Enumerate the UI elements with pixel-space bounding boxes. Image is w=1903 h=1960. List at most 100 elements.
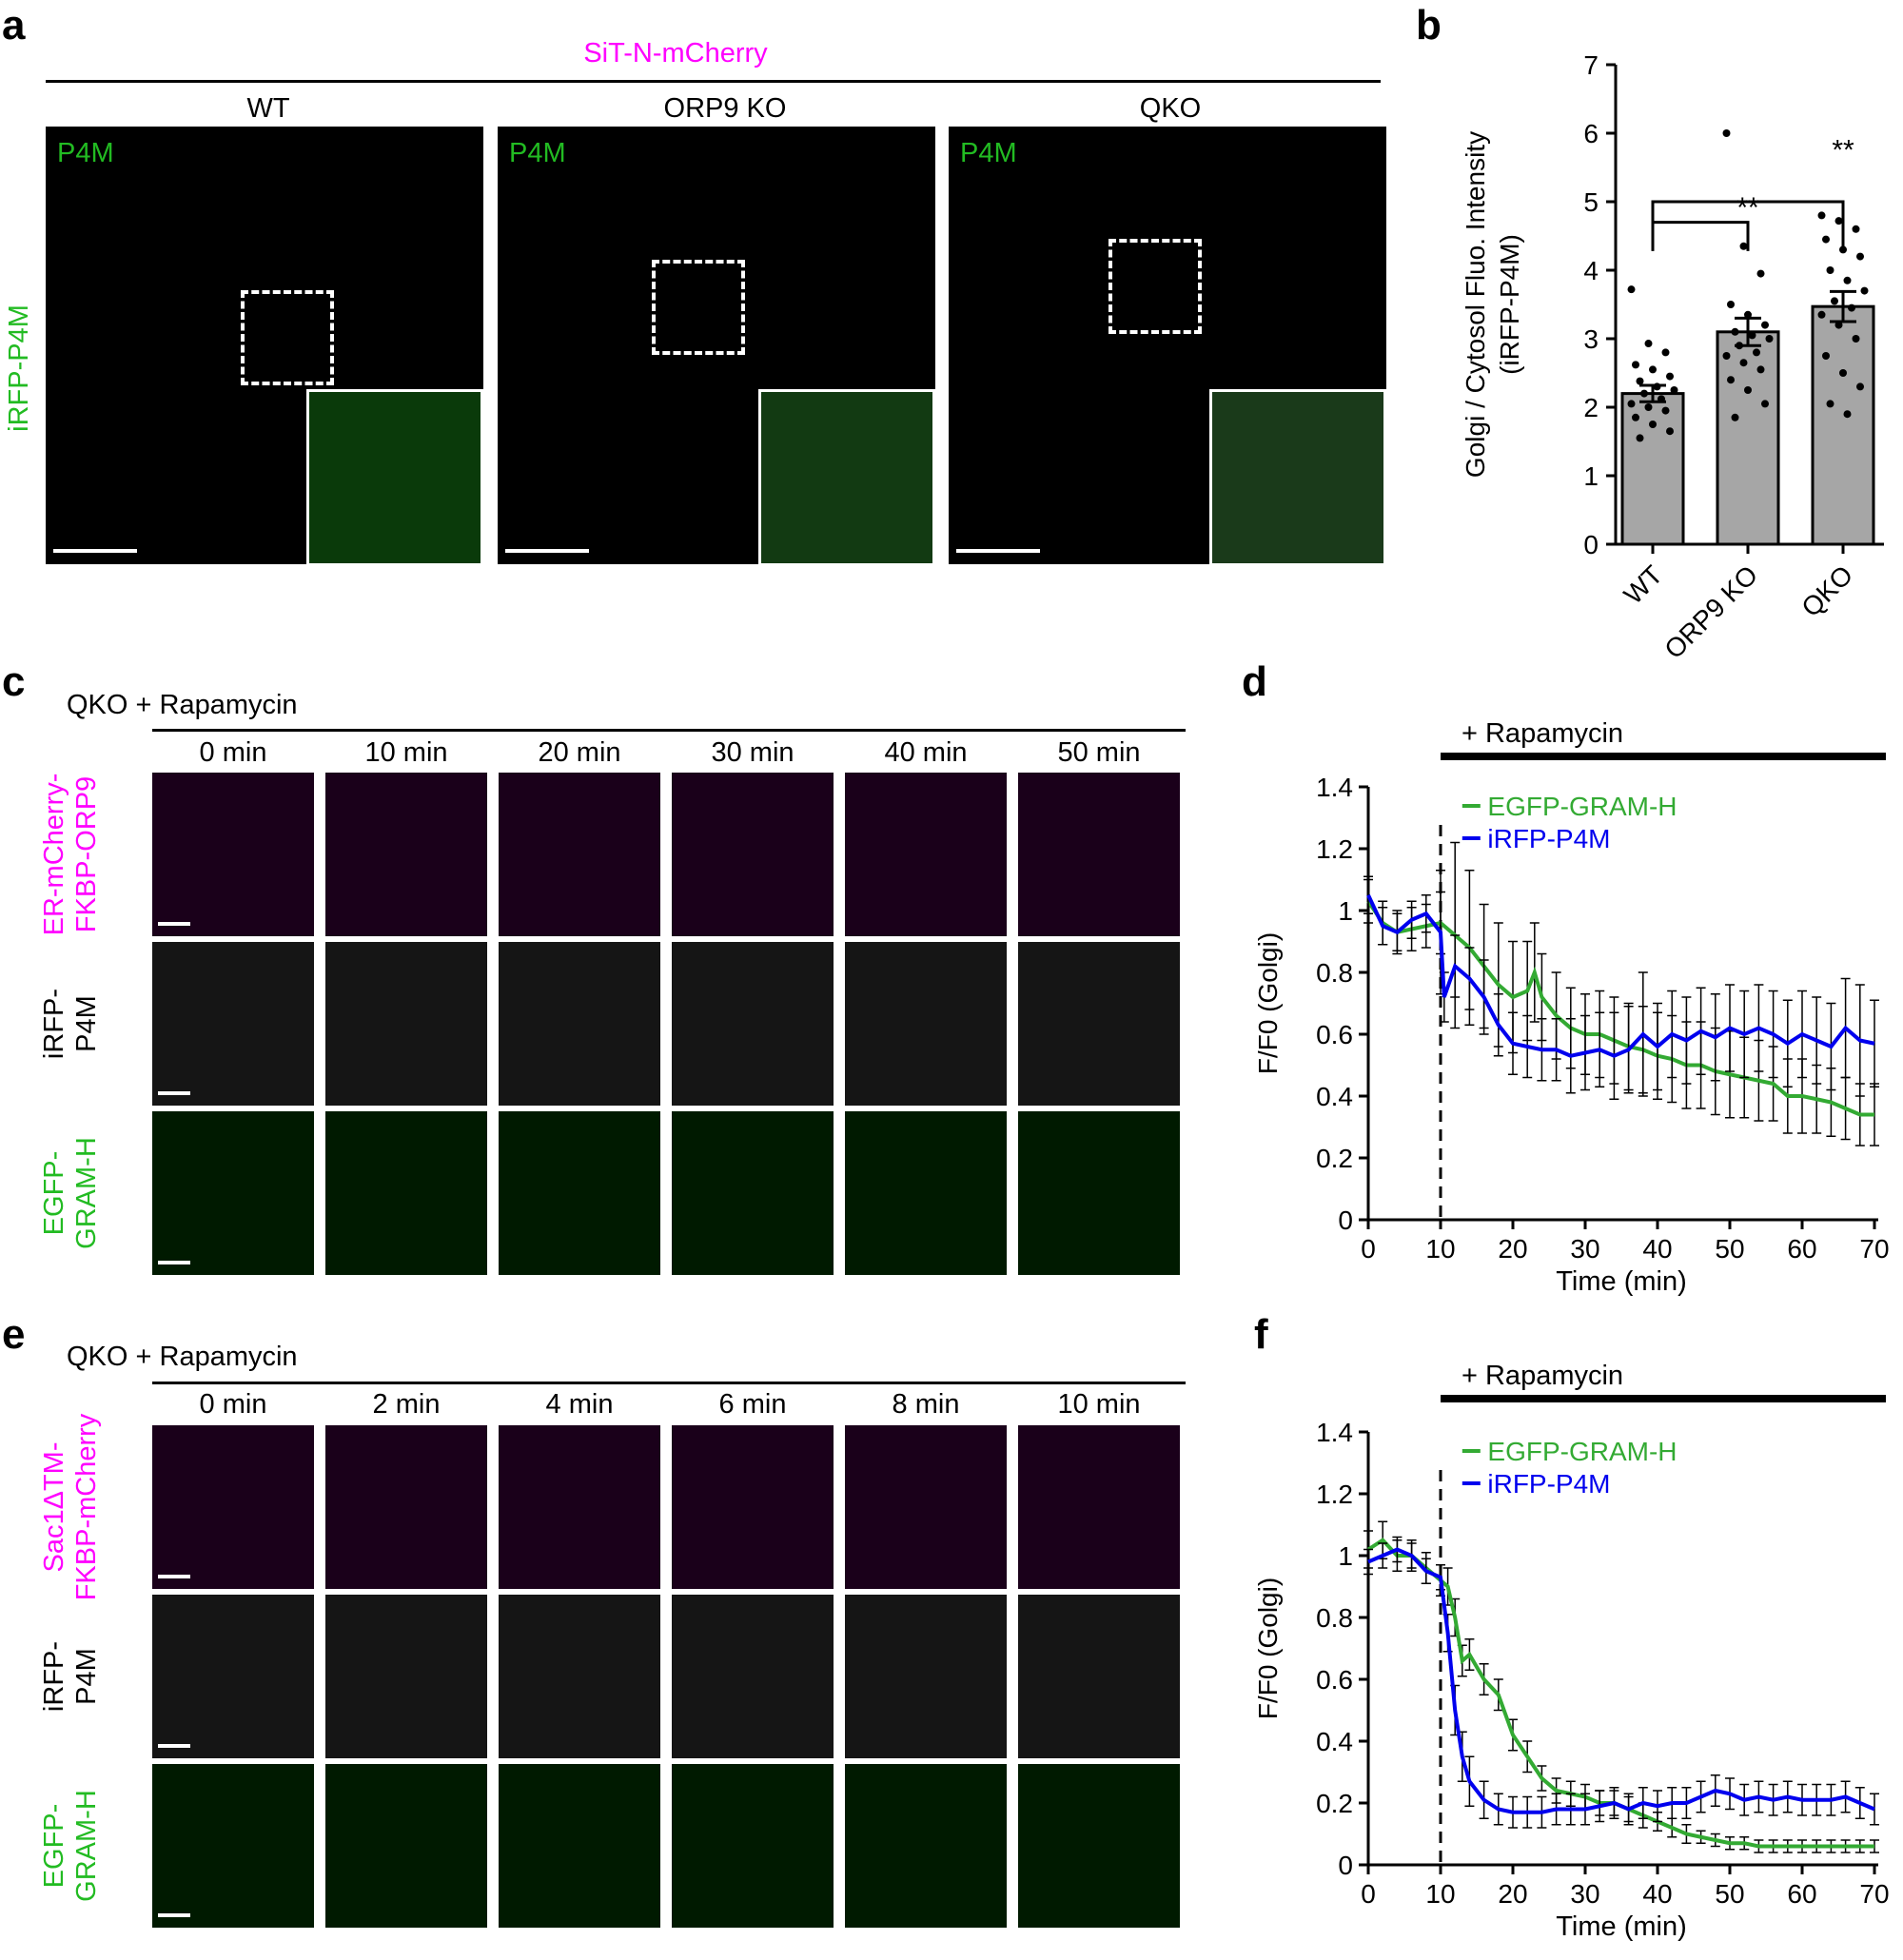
- data-point: [1731, 413, 1739, 421]
- scale-bar: [158, 1091, 190, 1095]
- inset-merge: [1209, 389, 1386, 564]
- x-tick-label: 50: [1715, 1234, 1744, 1264]
- data-point: [1640, 389, 1648, 398]
- y-tick-label: 6: [1583, 119, 1599, 148]
- micrograph-tile: [845, 1425, 1007, 1589]
- data-point: [1722, 129, 1731, 137]
- panel-c-condition: QKO + Rapamycin: [67, 690, 298, 720]
- legend-label: EGFP-GRAM-H: [1487, 792, 1677, 821]
- micrograph-tile: [845, 1764, 1007, 1928]
- micrograph-tile: [499, 773, 660, 936]
- legend-label: iRFP-P4M: [1487, 824, 1610, 853]
- treatment-label: + Rapamycin: [1462, 718, 1623, 749]
- timepoint-label: 10 min: [364, 737, 448, 768]
- data-point: [1661, 406, 1670, 415]
- scale-bar: [158, 1261, 190, 1264]
- bar: [1620, 392, 1685, 546]
- panel-letter-f: f: [1254, 1311, 1268, 1358]
- data-point: [1748, 331, 1756, 340]
- panel-a-col-qko: QKO: [1139, 93, 1202, 124]
- x-tick-label: 30: [1570, 1879, 1599, 1909]
- roi-box: [652, 260, 745, 355]
- panel-letter-c: c: [2, 658, 26, 705]
- micrograph-tile: [325, 1425, 487, 1589]
- x-tick-label: ORP9 KO: [1658, 559, 1763, 664]
- micrograph-tile: [672, 773, 834, 936]
- scale-bar: [158, 1575, 190, 1578]
- x-tick-label: 60: [1787, 1879, 1816, 1909]
- data-point: [1843, 276, 1852, 284]
- micrograph-tile: [325, 942, 487, 1106]
- data-point: [1822, 235, 1830, 244]
- micrograph-tile: [325, 773, 487, 936]
- data-point: [1852, 225, 1860, 233]
- scale-bar: [53, 549, 137, 553]
- channel-tag: P4M: [57, 138, 114, 168]
- data-point: [1826, 266, 1834, 274]
- panel-a-row-label: iRFP-P4M: [4, 304, 34, 432]
- data-point: [1653, 382, 1661, 391]
- significance-bracket: [1651, 221, 1750, 251]
- scale-bar: [158, 922, 190, 926]
- panel-letter-d: d: [1242, 658, 1267, 705]
- data-point: [1817, 211, 1826, 220]
- series-line-irfp-p4m: [1367, 1547, 1875, 1814]
- y-axis-label: F/F0 (Golgi): [1253, 932, 1283, 1074]
- bar: [1716, 330, 1780, 546]
- data-point: [1860, 286, 1869, 295]
- data-point: [1756, 269, 1765, 278]
- y-tick-label: 0.6: [1316, 1665, 1353, 1695]
- timepoint-label: 8 min: [892, 1389, 960, 1420]
- data-point: [1739, 359, 1748, 367]
- data-point: [1826, 400, 1834, 408]
- timepoint-label: 20 min: [538, 737, 621, 768]
- y-tick-label: 2: [1583, 393, 1599, 422]
- data-point: [1661, 348, 1670, 357]
- data-point: [1632, 413, 1639, 421]
- data-point: [1834, 217, 1843, 225]
- panel-a-col-wt: WT: [246, 93, 290, 124]
- timepoint-label: 30 min: [711, 737, 795, 768]
- micrograph-tile: [672, 942, 834, 1106]
- legend-label: EGFP-GRAM-H: [1487, 1437, 1677, 1466]
- data-point: [1649, 365, 1657, 374]
- panel-letter-a: a: [2, 2, 26, 49]
- data-point: [1658, 395, 1665, 403]
- micrograph-tile: [499, 1111, 660, 1275]
- micrograph-tile: [499, 942, 660, 1106]
- data-point: [1632, 361, 1639, 369]
- data-point: [1736, 342, 1743, 350]
- scale-bar: [158, 1744, 190, 1748]
- data-point: [1666, 372, 1674, 381]
- micrograph-tile: [845, 942, 1007, 1106]
- micrograph-tile: [1018, 1111, 1180, 1275]
- micrograph-tile: [499, 1764, 660, 1928]
- treatment-label: + Rapamycin: [1462, 1361, 1623, 1391]
- data-point: [1627, 400, 1636, 408]
- micrograph-tile: [1018, 1425, 1180, 1589]
- micrograph-tile: [845, 1595, 1007, 1758]
- series-line-irfp-p4m: [1366, 893, 1875, 1058]
- data-point: [1649, 421, 1657, 428]
- timepoint-label: 0 min: [199, 737, 267, 768]
- inset-merge: [758, 389, 935, 564]
- micrograph-tile: [499, 1425, 660, 1589]
- y-tick-label: 1.4: [1316, 1418, 1353, 1447]
- micrograph-tile: [325, 1111, 487, 1275]
- timepoint-label: 4 min: [545, 1389, 614, 1420]
- panel-e-condition: QKO + Rapamycin: [67, 1342, 298, 1372]
- channel-tag: P4M: [960, 138, 1017, 168]
- data-point: [1627, 285, 1636, 294]
- data-point: [1834, 321, 1843, 329]
- data-point: [1644, 403, 1653, 411]
- x-tick-label: 10: [1425, 1879, 1455, 1909]
- y-axis-label: F/F0 (Golgi): [1253, 1578, 1283, 1719]
- x-tick-label: WT: [1619, 559, 1669, 610]
- y-tick-label: 1: [1338, 896, 1353, 926]
- panel-c-header-rule: [152, 729, 1186, 732]
- micrograph-tile: [152, 1111, 314, 1275]
- chart-d: + Rapamycin 0 0.2 0.4 0.6 0.8 1 1.2 1.4 0 10 20 30 40…: [1253, 718, 1890, 1297]
- significance-bracket: [1651, 200, 1845, 251]
- timepoint-label: 10 min: [1057, 1389, 1141, 1420]
- micrograph-tile: [325, 1595, 487, 1758]
